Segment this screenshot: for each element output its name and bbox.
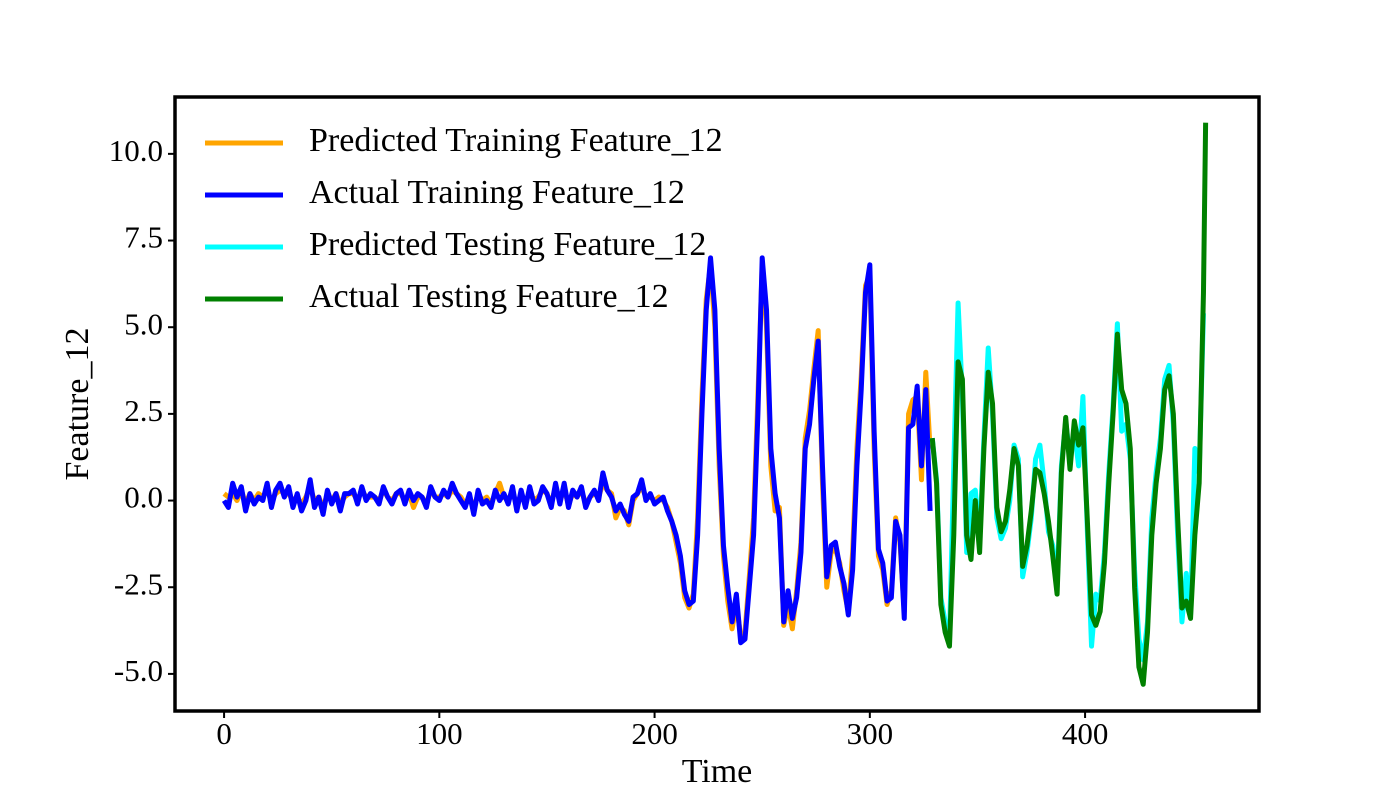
x-tick-label: 100 — [416, 716, 463, 751]
x-axis-label: Time — [682, 753, 753, 790]
legend-label: Predicted Training Feature_12 — [309, 122, 723, 159]
y-tick-label: 0.0 — [124, 480, 163, 515]
legend-label: Predicted Testing Feature_12 — [309, 226, 706, 263]
data-line — [929, 122, 1209, 687]
data-line — [221, 255, 933, 646]
x-tick-label: 200 — [631, 716, 678, 751]
plot-frame — [173, 95, 1261, 713]
y-tick-label: 2.5 — [124, 393, 163, 428]
data-line — [929, 300, 1206, 663]
plot-area — [221, 122, 1209, 687]
x-tick-label: 400 — [1062, 716, 1109, 751]
x-tick-label: 300 — [847, 716, 894, 751]
y-tick-label: 10.0 — [109, 133, 163, 168]
legend-label: Actual Testing Feature_12 — [309, 278, 669, 315]
y-tick-label: 5.0 — [124, 306, 163, 341]
legend-label: Actual Training Feature_12 — [309, 174, 685, 211]
y-tick-label: -2.5 — [114, 566, 163, 601]
y-tick-label: 7.5 — [124, 220, 163, 255]
y-axis-label: Feature_12 — [59, 328, 96, 481]
y-tick-label: -5.0 — [114, 653, 163, 688]
x-tick-label: 0 — [216, 716, 232, 751]
